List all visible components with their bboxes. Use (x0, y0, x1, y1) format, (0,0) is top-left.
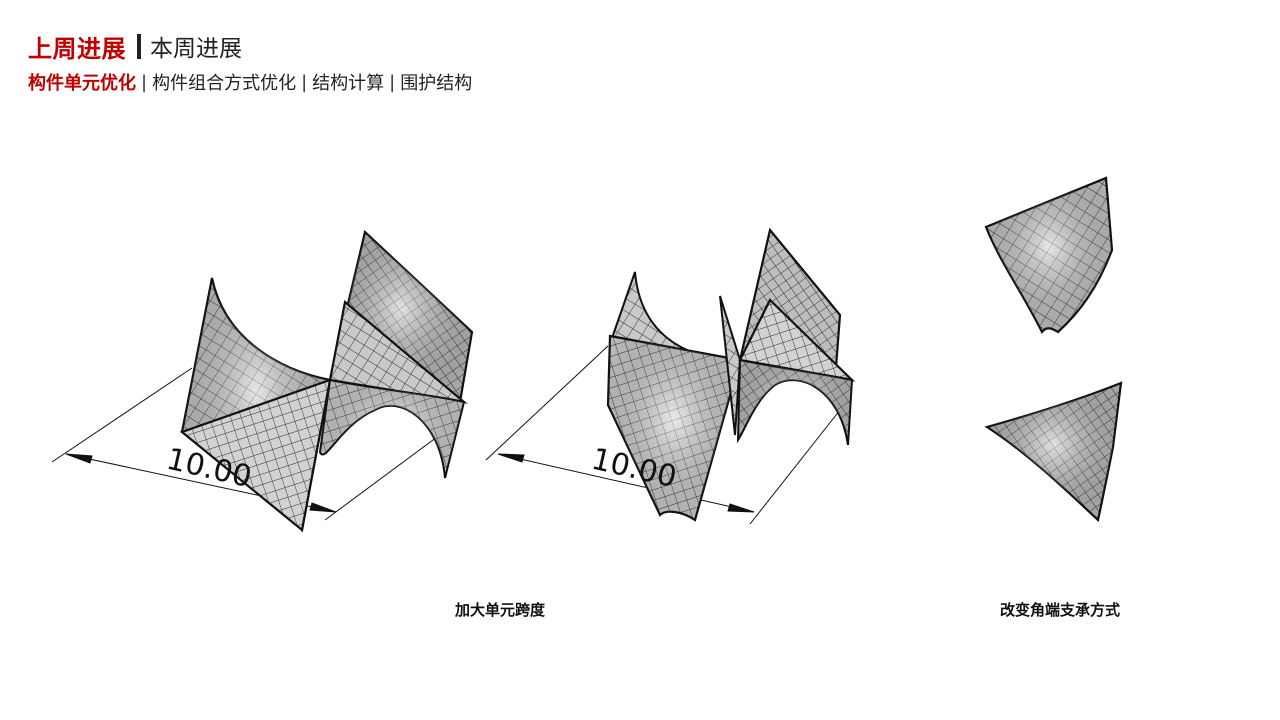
subnav-item-structural-calculation[interactable]: 结构计算 (312, 73, 385, 94)
title-divider (137, 33, 141, 59)
subnav-item-envelope-structure[interactable]: 围护结构 (400, 73, 473, 94)
dimension-line (485, 345, 841, 525)
figure-support-top (984, 176, 1114, 335)
subnav: 构件单元优化 | 构件组合方式优化 | 结构计算 | 围护结构 (28, 69, 472, 95)
surface-panel (179, 378, 332, 533)
page-header: 上周进展 本周进展 (28, 29, 242, 63)
dimension-line (51, 367, 461, 521)
subnav-item-combination-optimization[interactable]: 构件组合方式优化 (152, 73, 297, 94)
tab-this-week-progress[interactable]: 本周进展 (150, 36, 242, 62)
figure-support-bottom (984, 381, 1123, 523)
figure-unit-small: 10.00 (51, 229, 474, 533)
surface-panel (719, 295, 742, 436)
caption-change-support: 改变角端支承方式 (999, 601, 1120, 619)
subnav-separator: | (389, 71, 396, 93)
figure-unit-large: 10.00 (485, 227, 856, 525)
tab-last-week-progress[interactable]: 上周进展 (28, 34, 126, 63)
subnav-separator: | (301, 71, 308, 93)
subnav-item-unit-optimization[interactable]: 构件单元优化 (28, 73, 136, 94)
caption-enlarge-span: 加大单元跨度 (454, 601, 545, 619)
subnav-separator: | (141, 71, 148, 93)
